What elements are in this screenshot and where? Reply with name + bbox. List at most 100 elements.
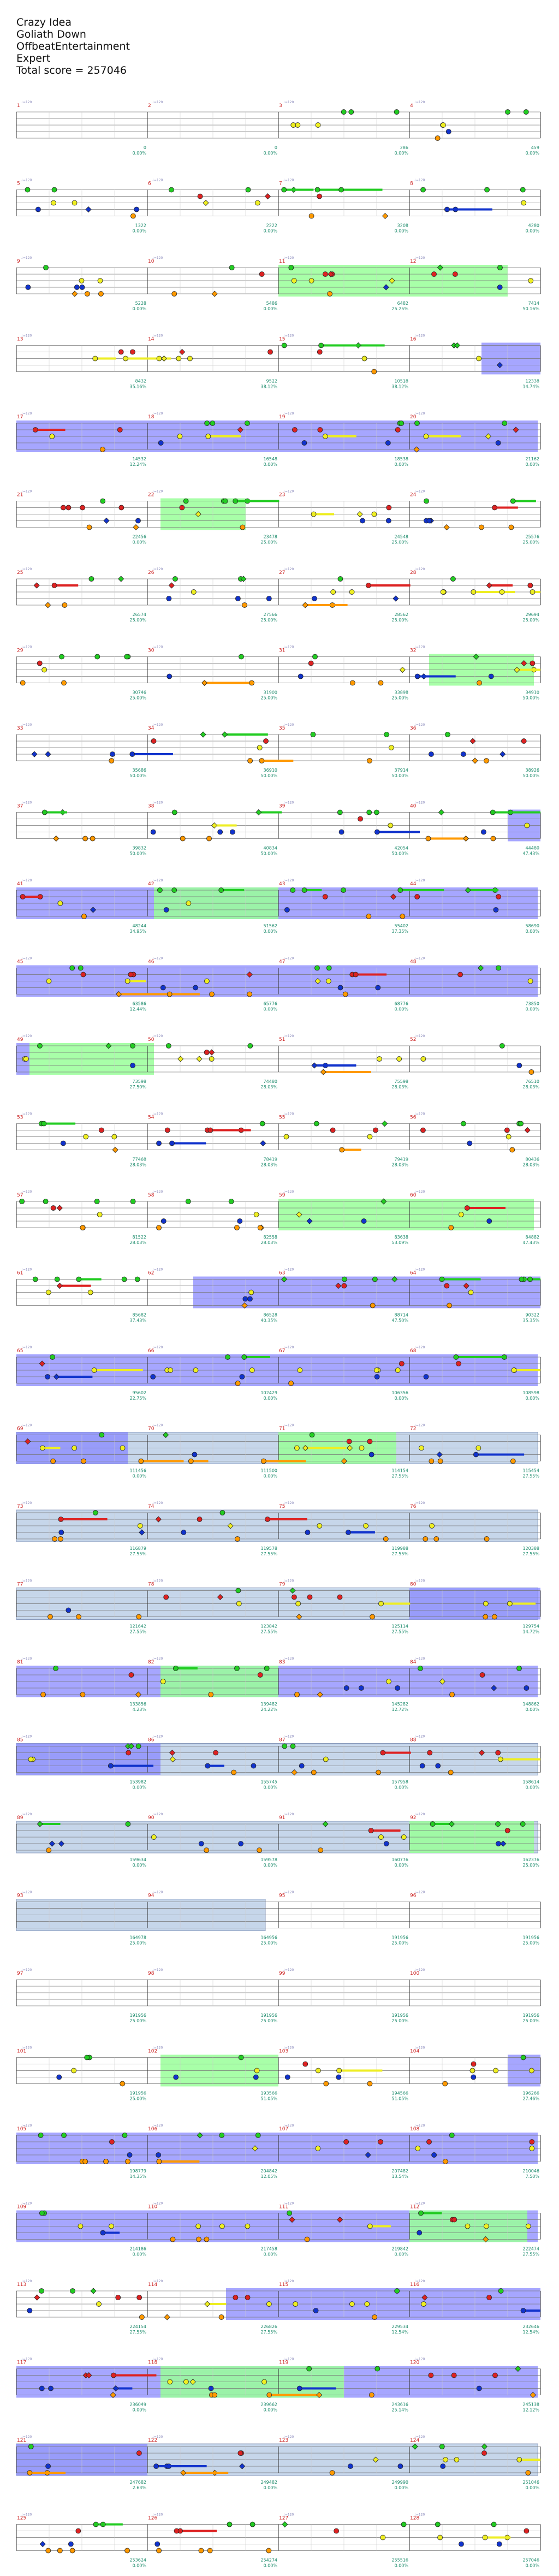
note-gem [528, 2068, 534, 2074]
note-gem [383, 1841, 389, 1846]
note-gem [484, 758, 489, 763]
measure-number: 1 [17, 103, 20, 109]
hopo-note [160, 355, 168, 362]
note-gem [349, 2301, 355, 2307]
note-gem [70, 2288, 75, 2294]
note-gem [497, 1756, 503, 1762]
bpm-marker: ♩=120 [283, 412, 294, 416]
note-gem [375, 985, 381, 991]
note-gem [367, 2223, 373, 2229]
note-gem [251, 1763, 257, 1769]
bpm-marker: ♩=120 [283, 1968, 294, 1972]
measure-score: 81522 [133, 1235, 146, 1240]
note-gem [424, 498, 429, 504]
hopo-note [524, 1127, 531, 1134]
note-gem [449, 1692, 455, 1697]
note-gem [264, 1666, 270, 1671]
hopo-note [115, 991, 122, 998]
note-gem [342, 991, 348, 997]
note-gem [204, 2236, 210, 2242]
measure-score: 139482 [260, 1702, 277, 1707]
measure-number: 109 [17, 2205, 26, 2210]
bpm-marker: ♩=120 [414, 179, 425, 182]
note-gem [81, 914, 87, 919]
note-gem [499, 589, 505, 595]
measure-score: 7414 [528, 301, 539, 306]
note-gem [475, 1445, 481, 1451]
sp-percent: 25.00% [129, 1941, 146, 1946]
measure-score: 39832 [133, 846, 146, 851]
note-gem [497, 265, 503, 270]
bpm-marker: ♩=120 [283, 1657, 294, 1661]
sp-percent: 25.00% [522, 1863, 539, 1868]
hopo-note [499, 751, 506, 757]
sp-percent: 25.00% [391, 1941, 408, 1946]
note-gem [372, 2314, 378, 2320]
note-gem [367, 1134, 373, 1140]
note-gem [529, 2146, 535, 2151]
sp-percent: 0.00% [526, 1007, 540, 1012]
measure-score: 55402 [395, 923, 408, 928]
measure-score: 159578 [260, 1857, 277, 1862]
measure-number: 93 [17, 1893, 23, 1899]
note-gem [378, 1601, 384, 1607]
measure-score: 119578 [260, 1546, 277, 1551]
note-gem [439, 2444, 445, 2449]
hopo-note [37, 1821, 43, 1827]
note-gem [423, 1536, 429, 1542]
measure-score: 217458 [260, 2247, 277, 2252]
bpm-marker: ♩=120 [283, 646, 294, 649]
note-gem [80, 972, 86, 978]
note-gem [343, 2139, 349, 2145]
note-gem [342, 1276, 347, 1282]
note-gem [66, 1607, 72, 1613]
measure-number: 49 [17, 1037, 23, 1043]
hopo-note [133, 524, 139, 531]
note-gem [111, 2372, 116, 2378]
bpm-marker: ♩=120 [414, 1891, 425, 1894]
note-gem [435, 2521, 441, 2527]
note-gem [39, 2288, 44, 2294]
sp-percent: 35.35% [522, 1318, 539, 1323]
bpm-marker: ♩=120 [283, 2435, 294, 2439]
measure-score: 4280 [528, 223, 539, 228]
note-gem [523, 109, 529, 115]
note-gem [235, 596, 241, 601]
note-gem [103, 2159, 109, 2164]
bpm-marker: ♩=120 [283, 1190, 294, 1194]
bpm-marker: ♩=120 [283, 2279, 294, 2283]
hopo-note [421, 2294, 428, 2301]
note-gem [234, 1536, 240, 1542]
measure-score: 10518 [395, 379, 408, 384]
note-gem [50, 1354, 56, 1360]
note-gem [43, 265, 49, 270]
bpm-marker: ♩=120 [414, 1034, 425, 1038]
note-gem [419, 1763, 425, 1769]
hopo-note [128, 1743, 134, 1750]
note-gem [235, 1381, 241, 1386]
note-gem [169, 187, 174, 193]
hopo-note [118, 576, 124, 582]
hopo-note [289, 1587, 296, 1594]
measure-number: 87 [279, 1738, 285, 1743]
note-gem [130, 1043, 135, 1049]
bpm-marker: ♩=120 [21, 2202, 32, 2206]
note-gem [530, 660, 536, 666]
measure-score: 31900 [264, 690, 277, 695]
measure-number: 95 [279, 1893, 285, 1899]
note-gem [61, 680, 67, 686]
note-gem [505, 109, 510, 115]
total-score: Total score = 257046 [16, 64, 127, 76]
note-gem [41, 809, 47, 815]
hopo-note [204, 2301, 211, 2307]
bpm-marker: ♩=120 [152, 2202, 163, 2206]
note-gem [160, 1218, 166, 1224]
hopo-note [90, 907, 97, 913]
sp-percent: 0.00% [395, 151, 409, 156]
note-gem [488, 673, 494, 679]
measure-score: 40834 [264, 846, 277, 851]
note-gem [415, 2146, 421, 2151]
measure-number: 50 [148, 1037, 154, 1043]
sp-percent: 25.00% [522, 2018, 539, 2023]
note-gem [153, 2464, 159, 2469]
